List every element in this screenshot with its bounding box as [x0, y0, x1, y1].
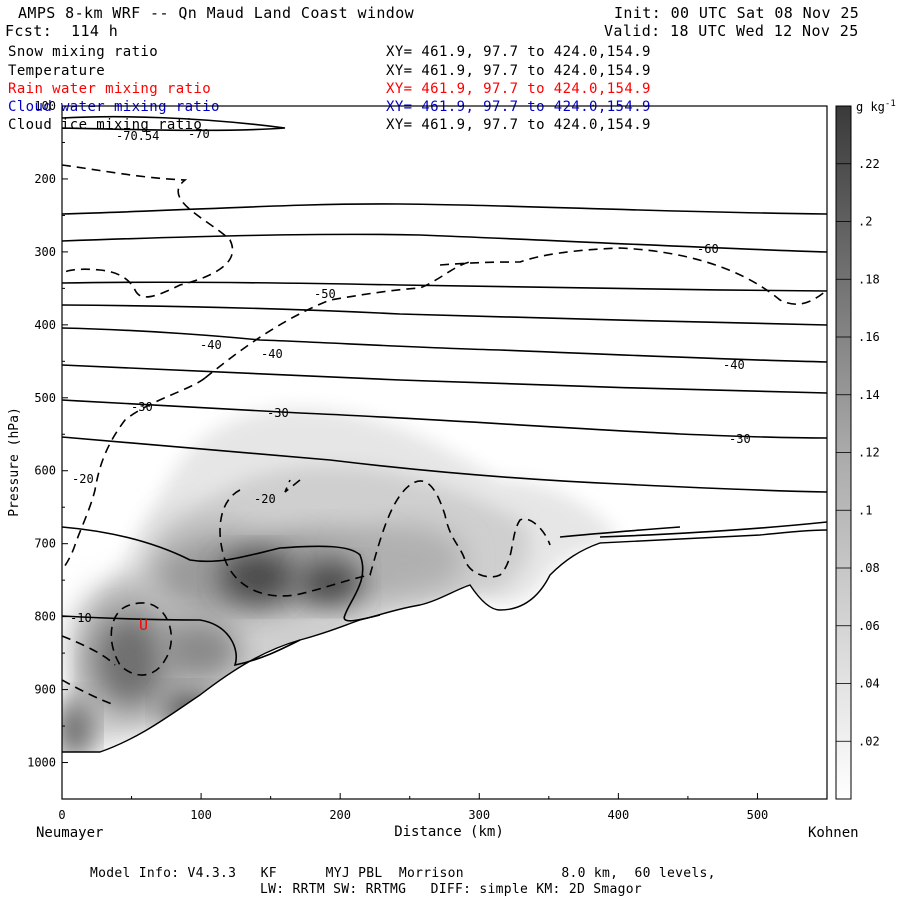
- legend-snow-xy: XY= 461.9, 97.7 to 424.0,154.9: [386, 44, 651, 60]
- colorbar-unit-exp: -1: [885, 99, 896, 109]
- legend-cloud-water-name: Cloud water mixing ratio: [8, 99, 220, 115]
- x-axis: 0 100 200 300 400 500: [58, 793, 828, 822]
- temp-label-minus-40-b: -40: [261, 347, 283, 361]
- snow-shading: [62, 408, 620, 760]
- x-tick-label-300: 300: [468, 808, 490, 822]
- y-tick-label-500: 500: [34, 391, 56, 405]
- chart-title: AMPS 8-km WRF -- Qn Maud Land Coast wind…: [18, 4, 415, 22]
- x-tick-label-0: 0: [58, 808, 65, 822]
- temp-label-minus-40-a: -40: [200, 338, 222, 352]
- legend-rain-name: Rain water mixing ratio: [8, 81, 212, 97]
- temp-label-minus-30-a: -30: [131, 400, 153, 414]
- colorbar-label-.22: .22: [858, 157, 880, 171]
- legend-temperature-xy: XY= 461.9, 97.7 to 424.0,154.9: [386, 63, 651, 79]
- plot-area: U -70.54 -70 -60 -50 -40 -40 -40 -30 -30…: [62, 115, 827, 799]
- model-info-line1: Model Info: V4.3.3 KF MYJ PBL Morrison 8…: [90, 866, 716, 881]
- rain-water-mark: U: [139, 616, 148, 634]
- y-tick-label-700: 700: [34, 537, 56, 551]
- forecast-hour: Fcst: 114 h: [5, 22, 119, 40]
- y-tick-label-300: 300: [34, 245, 56, 259]
- temp-label-minus-10: -10: [70, 611, 92, 625]
- colorbar: .02 .04 .06 .08 .1 .12 .14 .16 .18 .2 .22 g kg-1: [835, 99, 896, 800]
- temp-label-minus-70-54: -70.54: [116, 129, 159, 143]
- y-axis-label: Pressure (hPa): [7, 407, 22, 517]
- temp-label-minus-20-b: -20: [254, 492, 276, 506]
- cloud-ice-contours: [62, 164, 827, 706]
- y-tick-label-400: 400: [34, 318, 56, 332]
- temp-label-minus-40-c: -40: [723, 358, 745, 372]
- colorbar-label-.04: .04: [858, 677, 880, 691]
- terrain-mask: [62, 530, 827, 799]
- terrain-line: [62, 529, 827, 753]
- y-tick-label-200: 200: [34, 172, 56, 186]
- colorbar-label-.14: .14: [858, 388, 880, 402]
- temp-label-minus-50: -50: [314, 287, 336, 301]
- colorbar-unit: g kg-1: [856, 99, 896, 114]
- legend-snow-name: Snow mixing ratio: [8, 44, 159, 60]
- x-left-endpoint: Neumayer: [36, 825, 103, 841]
- colorbar-label-.06: .06: [858, 619, 880, 633]
- x-right-endpoint: Kohnen: [808, 825, 859, 841]
- temperature-labels: -70.54 -70 -60 -50 -40 -40 -40 -30 -30 -…: [70, 127, 751, 625]
- temp-label-minus-60: -60: [697, 242, 719, 256]
- x-tick-label-100: 100: [190, 808, 212, 822]
- colorbar-label-.12: .12: [858, 446, 880, 460]
- x-tick-label-400: 400: [608, 808, 630, 822]
- colorbar-label-.1: .1: [858, 503, 872, 517]
- init-time: Init: 00 UTC Sat 08 Nov 25: [614, 4, 860, 22]
- y-tick-label-900: 900: [34, 683, 56, 697]
- colorbar-label-.16: .16: [858, 330, 880, 344]
- model-info-line2: LW: RRTM SW: RRTMG DIFF: simple KM: 2D S…: [260, 882, 642, 897]
- x-tick-label-500: 500: [747, 808, 769, 822]
- colorbar-label-.2: .2: [858, 215, 872, 229]
- temp-label-minus-30-c: -30: [729, 432, 751, 446]
- temperature-contours: [62, 115, 827, 667]
- y-tick-label-1000: 1000: [27, 756, 56, 770]
- colorbar-label-.02: .02: [858, 734, 880, 748]
- x-tick-label-200: 200: [329, 808, 351, 822]
- legend-cloud-water-xy: XY= 461.9, 97.7 to 424.0,154.9: [386, 99, 651, 115]
- y-axis: 100 200 300 400 500 600 700 800 900 1000: [27, 99, 68, 800]
- legend-cloud-ice-xy: XY= 461.9, 97.7 to 424.0,154.9: [386, 117, 651, 133]
- plot-frame: [61, 105, 828, 800]
- valid-time: Valid: 18 UTC Wed 12 Nov 25: [604, 22, 859, 40]
- temp-label-minus-20-a: -20: [72, 472, 94, 486]
- y-tick-label-800: 800: [34, 610, 56, 624]
- x-axis-label: Distance (km): [394, 824, 504, 840]
- colorbar-label-.18: .18: [858, 272, 880, 286]
- y-tick-label-600: 600: [34, 464, 56, 478]
- legend-rain-xy: XY= 461.9, 97.7 to 424.0,154.9: [386, 81, 651, 97]
- temp-label-minus-70: -70: [188, 127, 210, 141]
- temp-label-minus-30-b: -30: [267, 406, 289, 420]
- legend-temperature-name: Temperature: [8, 63, 106, 79]
- colorbar-unit-base: g kg: [856, 100, 885, 114]
- y-tick-label-100: 100: [34, 99, 56, 113]
- colorbar-label-.08: .08: [858, 561, 880, 575]
